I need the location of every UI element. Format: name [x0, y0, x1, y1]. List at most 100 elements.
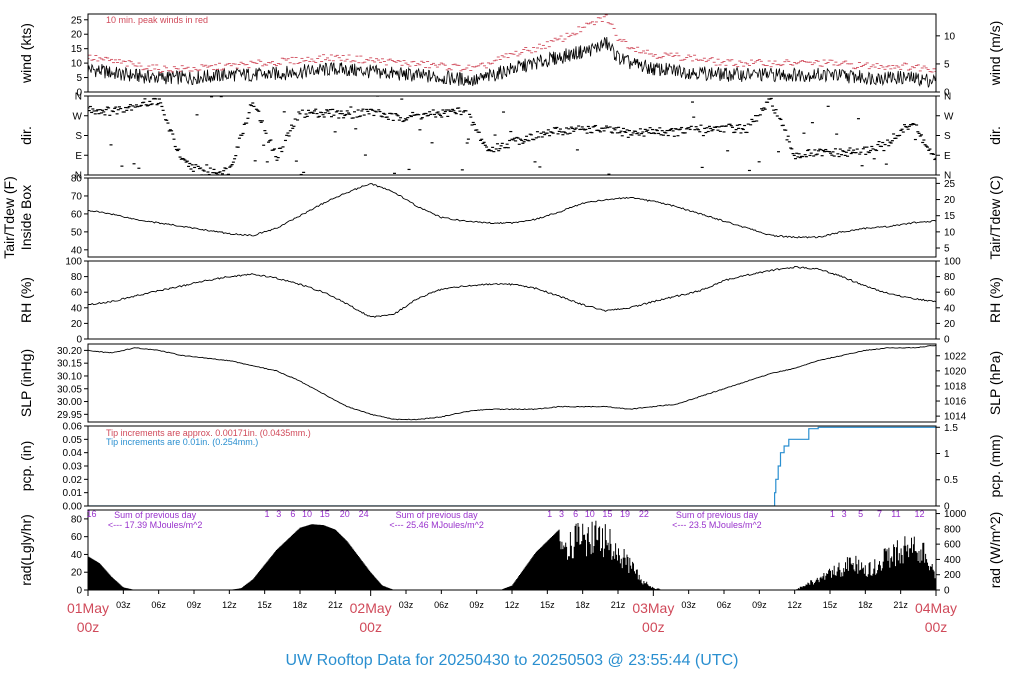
rad-hour-mark: 12	[915, 509, 925, 519]
right-tick-label: 60	[944, 288, 956, 299]
y-axis-title-right: rad (W/m^2)	[987, 512, 1003, 589]
right-tick-label: 5	[944, 59, 950, 70]
plot-area-wind	[88, 14, 936, 88]
left-tick-label: 20	[71, 568, 83, 579]
left-tick-label: 29.95	[57, 410, 82, 421]
series-wind-mean	[88, 36, 936, 88]
rad-annotation-line1: Sum of previous day	[114, 510, 197, 520]
right-tick-label: 20	[944, 319, 956, 330]
left-tick-label: 0.05	[63, 435, 83, 446]
x-tick-label: 18z	[858, 600, 873, 610]
left-tick-label: 30.05	[57, 384, 82, 395]
panel-temp: 40 50 60 70 80 5 10 15 20 25 Tair/Tdew (F) Inside B…	[1, 174, 1003, 260]
left-tick-label: W	[73, 111, 83, 122]
series-wind-peak	[88, 14, 936, 73]
rad-hour-mark: 22	[639, 509, 649, 519]
x-tick-label: 03z	[681, 600, 696, 610]
series-temp	[88, 183, 936, 239]
x-date-hour-label: 00z	[642, 619, 665, 635]
right-tick-label: 40	[944, 303, 956, 314]
right-tick-label: 10	[944, 31, 956, 42]
panel-frame-wind	[87, 13, 937, 93]
left-tick-label: N	[75, 171, 82, 182]
left-tick-label: 60	[71, 209, 83, 220]
left-tick-label: 0	[76, 88, 82, 99]
rad-hour-mark: 24	[359, 509, 369, 519]
left-tick-label: 30.00	[57, 397, 82, 408]
right-tick-label: 0	[944, 586, 950, 597]
plot-area-temp	[88, 183, 936, 239]
rad-hour-mark: 5	[858, 509, 863, 519]
y-axis-title-right: RH (%)	[987, 277, 1003, 323]
x-tick-label: 06z	[717, 600, 732, 610]
rad-hour-mark: 15	[320, 509, 330, 519]
x-tick-label: 06z	[434, 600, 449, 610]
panel-frame-rad	[87, 509, 937, 591]
x-tick-label: 06z	[151, 600, 166, 610]
right-tick-label: 800	[944, 524, 961, 535]
x-tick-label: 15z	[257, 600, 272, 610]
left-tick-label: 0.03	[63, 462, 83, 473]
left-tick-label: 40	[71, 550, 83, 561]
series-wind-direction	[88, 96, 936, 175]
x-tick-label: 15z	[823, 600, 838, 610]
wind-annotation: 10 min. peak winds in red	[106, 15, 208, 25]
right-tick-label: 0	[944, 502, 950, 513]
panel-frame-slp	[87, 343, 937, 423]
left-tick-label: 0	[76, 335, 82, 346]
x-tick-label: 12z	[787, 600, 802, 610]
left-tick-label: 40	[71, 303, 83, 314]
right-tick-label: 1	[944, 449, 950, 460]
y-axis-title-left: Tair/Tdew (F)	[1, 176, 17, 258]
right-tick-label: 0	[944, 88, 950, 99]
rad-hour-mark: 10	[585, 509, 595, 519]
left-tick-label: 0.04	[63, 448, 83, 459]
x-tick-label: 21z	[893, 600, 908, 610]
rad-hour-mark: 11	[891, 509, 900, 519]
x-axis: 03z 06z 09z 12z 15z 18z 21z 03z 06z 09z 12z 15z 18z 2…	[67, 590, 957, 635]
x-tick-label: 12z	[505, 600, 520, 610]
plot-area-slp	[88, 344, 936, 421]
rad-annotation-line2: <--- 17.39 MJoules/m^2	[108, 520, 203, 530]
chart-footer: UW Rooftop Data for 20250430 to 20250503…	[286, 652, 739, 669]
series-precipitation	[88, 426, 936, 506]
left-tick-label: 20	[71, 30, 83, 41]
right-tick-label: 5	[944, 244, 950, 255]
rad-hour-mark: 6	[290, 509, 295, 519]
x-tick-label: 09z	[752, 600, 767, 610]
right-tick-label: 1016	[944, 397, 967, 408]
x-date-label: 01May	[67, 600, 109, 616]
y-axis-title-left-line2: Inside Box	[18, 185, 34, 250]
y-axis-title-left: pcp. (in)	[18, 441, 34, 492]
right-tick-label: 100	[944, 257, 961, 268]
left-tick-label: 0.02	[63, 475, 83, 486]
rad-hour-mark: 6	[573, 509, 578, 519]
left-tick-label: 80	[71, 174, 83, 185]
plot-area-rad	[88, 520, 936, 590]
right-tick-label: 600	[944, 540, 961, 551]
left-tick-label: 40	[71, 245, 83, 256]
panel-pcp: 0.00 0.01 0.02 0.03 0.04 0.05 0.06 0 0.5 1 1.5 pcp.…	[18, 422, 1003, 513]
series-rh	[88, 266, 936, 318]
left-tick-label: 60	[71, 288, 83, 299]
left-tick-label: 100	[65, 257, 82, 268]
series-radiation	[88, 520, 936, 590]
left-tick-label: 0.00	[63, 502, 83, 513]
right-tick-label: S	[944, 131, 951, 142]
rad-hour-mark: 20	[340, 509, 350, 519]
right-tick-label: 15	[944, 211, 956, 222]
y-axis-title-left: wind (kts)	[18, 23, 34, 84]
y-axis-title-left: RH (%)	[18, 277, 34, 323]
x-tick-label: 09z	[469, 600, 484, 610]
x-tick-label: 15z	[540, 600, 555, 610]
right-tick-label: 400	[944, 555, 961, 566]
panel-frame-dir	[87, 95, 937, 176]
rad-hour-mark: 1	[547, 509, 552, 519]
rad-hour-mark: 3	[559, 509, 564, 519]
left-tick-label: 10	[71, 59, 83, 70]
x-tick-label: 03z	[399, 600, 414, 610]
left-tick-label: 0	[76, 586, 82, 597]
rad-hour-mark: 3	[276, 509, 281, 519]
